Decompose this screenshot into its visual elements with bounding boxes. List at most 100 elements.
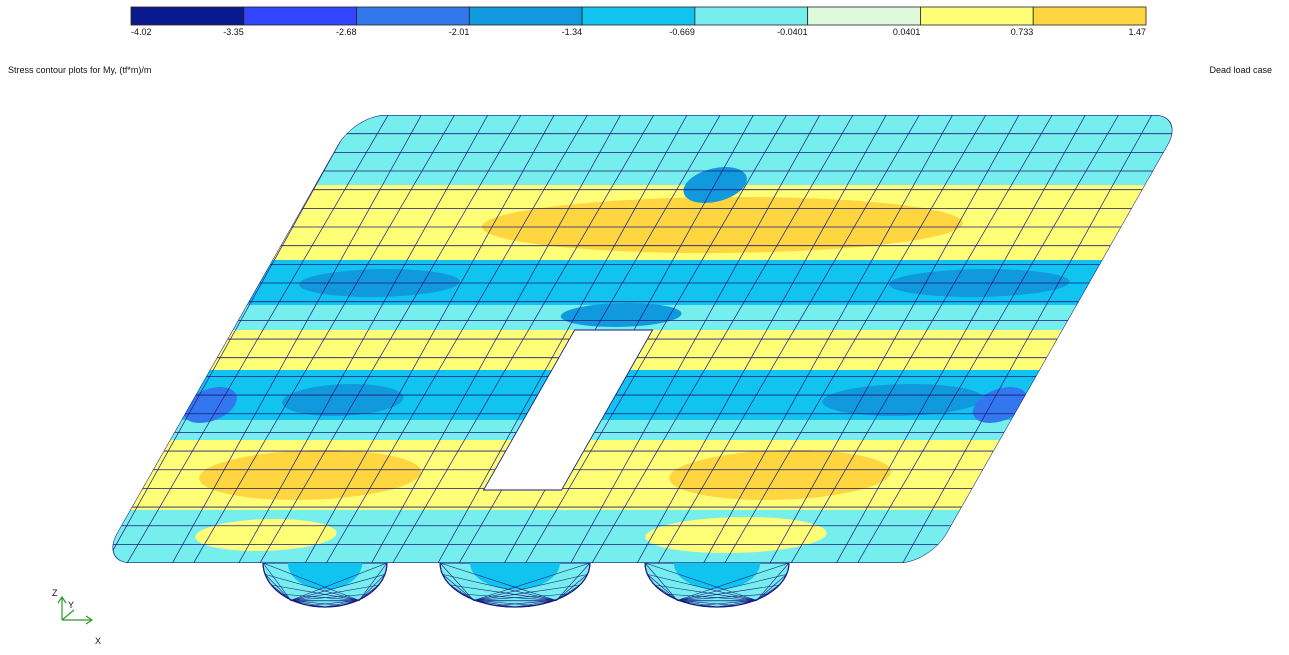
mesh-line bbox=[271, 584, 360, 601]
mesh-line bbox=[716, 600, 757, 608]
mesh-line bbox=[473, 574, 588, 601]
mesh-line bbox=[442, 574, 557, 601]
legend-swatch bbox=[1032, 6, 1147, 26]
mesh-line bbox=[756, 574, 787, 601]
legend-swatch bbox=[807, 6, 921, 26]
mesh-line bbox=[324, 600, 360, 608]
mesh-line bbox=[265, 574, 360, 601]
mesh-line bbox=[644, 562, 757, 601]
mesh-line bbox=[677, 574, 787, 601]
mesh-line bbox=[290, 574, 385, 601]
mesh-line bbox=[514, 600, 557, 608]
load-case: Dead load case bbox=[1209, 65, 1272, 75]
mesh-line bbox=[703, 115, 954, 563]
mesh-line bbox=[262, 562, 292, 601]
mesh-line bbox=[290, 562, 388, 601]
plate-edge bbox=[111, 115, 1174, 563]
mesh-line bbox=[756, 562, 790, 601]
mesh-line bbox=[724, 115, 987, 563]
mesh-line bbox=[647, 574, 678, 601]
legend-label: -4.02 bbox=[131, 27, 152, 37]
color-legend: -4.02 -3.35 -2.68 -2.01 -1.34 -0.669 -0.0401 0.… bbox=[130, 6, 1147, 37]
axis-z: Z bbox=[52, 588, 58, 598]
mesh-line bbox=[769, 115, 1020, 563]
mesh-line bbox=[293, 600, 360, 602]
lobe-edge bbox=[644, 562, 790, 608]
mesh-line bbox=[654, 584, 757, 601]
legend-swatch bbox=[694, 6, 809, 26]
mesh-line bbox=[262, 562, 360, 601]
opening bbox=[482, 329, 654, 491]
mesh-line bbox=[325, 115, 588, 563]
legend-label: 0.733 bbox=[1011, 27, 1034, 37]
mesh-line bbox=[525, 115, 787, 563]
legend-label: -2.01 bbox=[449, 27, 470, 37]
mesh-line bbox=[290, 600, 326, 608]
legend-swatch bbox=[356, 6, 470, 26]
contour-band bbox=[315, 115, 1185, 185]
mesh-line bbox=[304, 115, 555, 563]
legend-label: -0.669 bbox=[669, 27, 695, 37]
mesh-line bbox=[358, 562, 388, 601]
mesh-line bbox=[461, 593, 557, 601]
mesh-line bbox=[677, 584, 780, 601]
mesh-line bbox=[439, 562, 557, 601]
mesh-line bbox=[439, 562, 474, 601]
mesh-line bbox=[171, 115, 422, 563]
mesh-line bbox=[473, 584, 580, 601]
mesh-line bbox=[835, 115, 1086, 563]
mesh-line bbox=[281, 593, 360, 601]
mesh-line bbox=[126, 115, 389, 563]
contour-patch bbox=[560, 303, 682, 327]
mesh-line bbox=[450, 584, 557, 601]
mesh-line bbox=[636, 115, 887, 563]
lobe-edge bbox=[262, 562, 388, 608]
mesh-line bbox=[477, 600, 557, 602]
mesh-line bbox=[570, 115, 821, 563]
contour-patch bbox=[199, 450, 421, 500]
legend-label: 0.0401 bbox=[893, 27, 921, 37]
mesh-line bbox=[556, 562, 591, 601]
legend-label: -1.34 bbox=[562, 27, 583, 37]
mesh-line bbox=[371, 115, 622, 563]
mesh-line bbox=[677, 562, 790, 601]
mesh-line bbox=[677, 600, 718, 608]
lobe-core bbox=[470, 563, 560, 590]
mesh-line bbox=[473, 562, 591, 601]
mesh-line bbox=[264, 574, 292, 601]
legend-swatch bbox=[920, 6, 1034, 26]
lobe-core bbox=[673, 563, 761, 590]
legend-swatch bbox=[581, 6, 696, 26]
mesh-line bbox=[857, 115, 1119, 563]
mesh-line bbox=[556, 574, 588, 601]
mesh-line bbox=[358, 574, 386, 601]
mesh-line bbox=[238, 115, 489, 563]
legend-swatch bbox=[243, 6, 357, 26]
legend-swatch bbox=[468, 6, 583, 26]
mesh-line bbox=[790, 115, 1053, 563]
contour-patch bbox=[822, 384, 984, 416]
axis-x: X bbox=[95, 636, 101, 646]
contour-patch bbox=[683, 167, 747, 203]
pile-caps bbox=[262, 562, 790, 608]
mesh-line bbox=[442, 574, 474, 601]
mesh-line bbox=[680, 600, 757, 602]
plot-title: Stress contour plots for My, (tf*m)/m bbox=[8, 65, 151, 75]
mesh-line bbox=[437, 115, 688, 563]
axis-triad bbox=[57, 595, 94, 625]
legend-label: -0.0401 bbox=[777, 27, 808, 37]
axis-y: Y bbox=[68, 600, 74, 610]
legend-swatch bbox=[130, 6, 245, 26]
mesh-line bbox=[591, 115, 854, 563]
mesh-line bbox=[657, 115, 920, 563]
lobe-edge bbox=[439, 562, 591, 608]
mesh-line bbox=[666, 593, 757, 601]
legend-label: -3.35 bbox=[223, 27, 244, 37]
mesh-line bbox=[473, 600, 516, 608]
mesh-line bbox=[902, 115, 1153, 563]
mesh-line bbox=[677, 593, 768, 601]
mesh-line bbox=[290, 584, 379, 601]
mesh-line bbox=[392, 115, 655, 563]
